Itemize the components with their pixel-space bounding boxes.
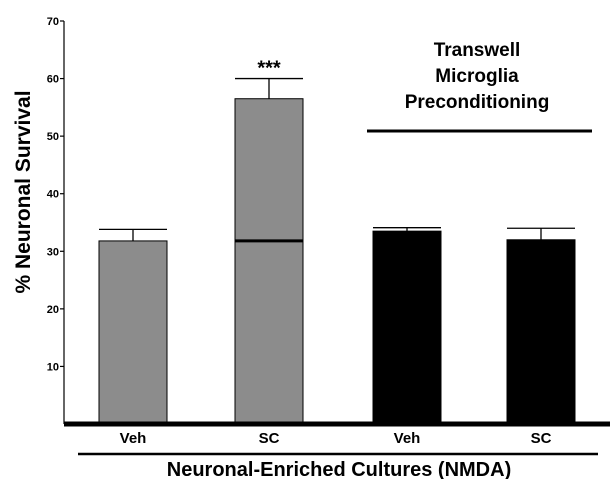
y-tick-label: 30 [47, 246, 59, 258]
bar [506, 239, 576, 425]
x-axis-label: Neuronal-Enriched Cultures (NMDA) [167, 459, 511, 479]
y-tick-label: 10 [47, 361, 59, 373]
significance-label: *** [257, 58, 281, 80]
category-label: SC [259, 430, 280, 447]
y-tick-label: 50 [47, 131, 59, 143]
y-axis: 10 20 30 40 50 60 70 [47, 16, 65, 424]
bar [234, 98, 304, 425]
category-label: SC [531, 430, 552, 447]
y-tick-label: 40 [47, 189, 59, 201]
bar [98, 240, 168, 425]
bars-group [98, 98, 576, 425]
y-tick-label: 70 [47, 16, 59, 28]
error-bars-group [99, 77, 575, 241]
category-labels-group: Veh SC Veh SC [120, 430, 552, 447]
bar [372, 230, 442, 425]
y-tick-label: 60 [47, 74, 59, 86]
annotation-line: Microglia [435, 66, 519, 87]
category-label: Veh [120, 430, 147, 447]
annotations-group: *** Transwell Microglia Preconditioning [235, 40, 592, 243]
category-label: Veh [394, 430, 421, 447]
annotation-line: Transwell [434, 40, 521, 61]
annotation-line: Preconditioning [405, 92, 550, 113]
y-axis-label: % Neuronal Survival [12, 90, 35, 293]
y-tick-label: 20 [47, 304, 59, 316]
